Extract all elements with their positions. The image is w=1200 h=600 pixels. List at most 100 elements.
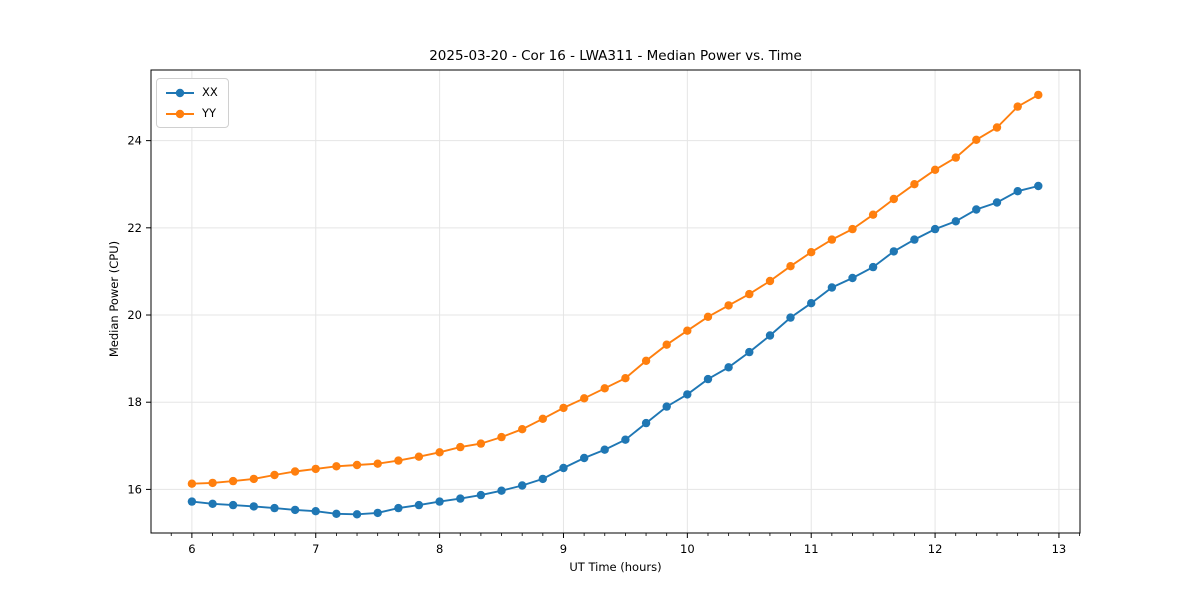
data-point-xx — [352, 510, 362, 519]
data-point-yy — [745, 289, 754, 299]
y-tick-label: 22 — [127, 221, 142, 235]
data-point-yy — [600, 384, 609, 393]
data-point-yy — [765, 276, 775, 286]
data-point-yy — [435, 448, 444, 457]
data-point-xx — [972, 205, 981, 214]
data-point-xx — [745, 347, 754, 357]
data-point-xx — [724, 363, 733, 372]
data-point-yy — [476, 439, 486, 448]
data-point-yy — [394, 456, 403, 465]
data-point-xx — [559, 463, 568, 473]
data-point-xx — [910, 235, 919, 244]
data-point-yy — [951, 153, 960, 162]
data-point-yy — [641, 356, 651, 365]
data-point-yy — [414, 452, 424, 461]
data-point-xx — [992, 198, 1002, 207]
data-point-yy — [1034, 90, 1043, 100]
data-point-yy — [786, 262, 795, 271]
data-point-xx — [641, 418, 651, 428]
x-tick-label: 8 — [436, 542, 443, 556]
data-point-yy — [497, 432, 506, 442]
data-point-yy — [848, 224, 857, 234]
data-point-xx — [394, 503, 403, 513]
data-point-yy — [208, 478, 217, 488]
legend-entry-xx: XX — [165, 84, 218, 101]
data-point-xx — [249, 502, 258, 511]
data-point-xx — [662, 402, 671, 411]
data-point-yy — [827, 235, 837, 244]
y-axis-label: Median Power (CPU) — [107, 240, 121, 358]
data-point-xx — [930, 224, 940, 234]
x-tick-label: 11 — [804, 542, 819, 556]
data-point-xx — [435, 497, 444, 506]
data-point-yy — [580, 394, 589, 403]
x-axis-label: UT Time (hours) — [569, 560, 662, 574]
data-point-xx — [270, 503, 279, 513]
data-point-xx — [311, 507, 320, 516]
x-tick-label: 12 — [928, 542, 943, 556]
data-point-yy — [889, 194, 898, 204]
chart-title: 2025-03-20 - Cor 16 - LWA311 - Median Po… — [429, 48, 802, 64]
data-point-xx — [786, 313, 795, 322]
data-point-yy — [332, 462, 341, 471]
data-point-yy — [868, 210, 878, 219]
data-point-yy — [1013, 102, 1022, 111]
data-point-yy — [992, 123, 1002, 132]
data-point-xx — [414, 500, 424, 510]
data-point-xx — [208, 499, 217, 508]
x-tick-label: 13 — [1052, 542, 1067, 556]
data-point-xx — [703, 374, 713, 384]
data-point-yy — [724, 301, 733, 310]
data-point-xx — [600, 445, 609, 454]
data-point-xx — [456, 494, 465, 503]
series-line-xx — [191, 185, 1039, 516]
y-tick-label: 20 — [127, 308, 142, 322]
data-point-yy — [373, 459, 382, 468]
data-point-yy — [910, 180, 919, 189]
data-point-xx — [538, 474, 547, 484]
data-point-xx — [1013, 187, 1022, 196]
data-point-yy — [270, 470, 279, 480]
data-point-xx — [290, 505, 300, 515]
data-point-xx — [683, 390, 692, 399]
data-point-xx — [580, 453, 589, 463]
data-point-xx — [621, 435, 630, 444]
x-tick-label: 7 — [312, 542, 319, 556]
data-point-yy — [807, 248, 816, 257]
data-point-xx — [476, 490, 486, 500]
data-point-xx — [765, 331, 775, 340]
data-point-yy — [290, 467, 300, 476]
data-point-yy — [683, 326, 692, 335]
data-point-yy — [187, 479, 197, 488]
y-tick-label: 24 — [127, 134, 142, 148]
data-point-xx — [868, 262, 878, 272]
data-point-yy — [621, 374, 630, 383]
series-line-yy — [191, 94, 1039, 485]
legend-label-xx: XX — [202, 84, 218, 99]
data-point-xx — [889, 247, 898, 256]
data-point-yy — [352, 460, 362, 470]
data-point-xx — [1034, 181, 1043, 191]
data-point-yy — [538, 414, 547, 423]
data-point-yy — [703, 312, 713, 321]
data-point-xx — [827, 283, 837, 292]
data-point-xx — [848, 273, 857, 283]
data-point-xx — [373, 508, 382, 518]
data-point-yy — [972, 135, 981, 144]
legend-label-yy: YY — [202, 105, 217, 120]
legend-line-marker-icon — [166, 88, 194, 97]
y-tick-label: 16 — [127, 482, 142, 496]
data-point-yy — [228, 476, 238, 486]
data-point-yy — [249, 474, 258, 484]
data-point-xx — [228, 500, 238, 510]
data-point-yy — [456, 442, 465, 452]
data-point-xx — [518, 481, 527, 490]
data-point-yy — [662, 340, 671, 349]
y-tick-label: 18 — [127, 395, 142, 409]
legend-line-marker-icon — [166, 109, 194, 118]
data-point-yy — [930, 165, 940, 174]
data-point-yy — [311, 464, 320, 474]
x-tick-label: 6 — [188, 542, 195, 556]
